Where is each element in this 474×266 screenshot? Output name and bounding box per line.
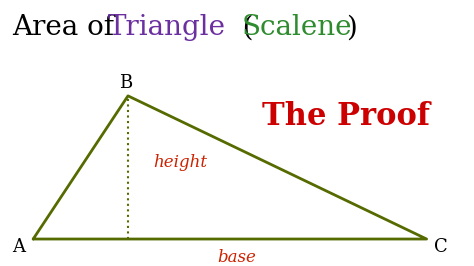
Text: height: height (153, 154, 207, 171)
Text: ): ) (346, 14, 357, 41)
Text: (: ( (216, 14, 253, 41)
Text: Scalene: Scalene (242, 14, 352, 41)
Text: base: base (218, 249, 256, 266)
Text: The Proof: The Proof (262, 101, 430, 132)
Text: Area of: Area of (12, 14, 123, 41)
Text: Triangle: Triangle (108, 14, 226, 41)
Text: B: B (119, 74, 132, 92)
Text: C: C (434, 238, 448, 256)
Text: A: A (12, 238, 26, 256)
